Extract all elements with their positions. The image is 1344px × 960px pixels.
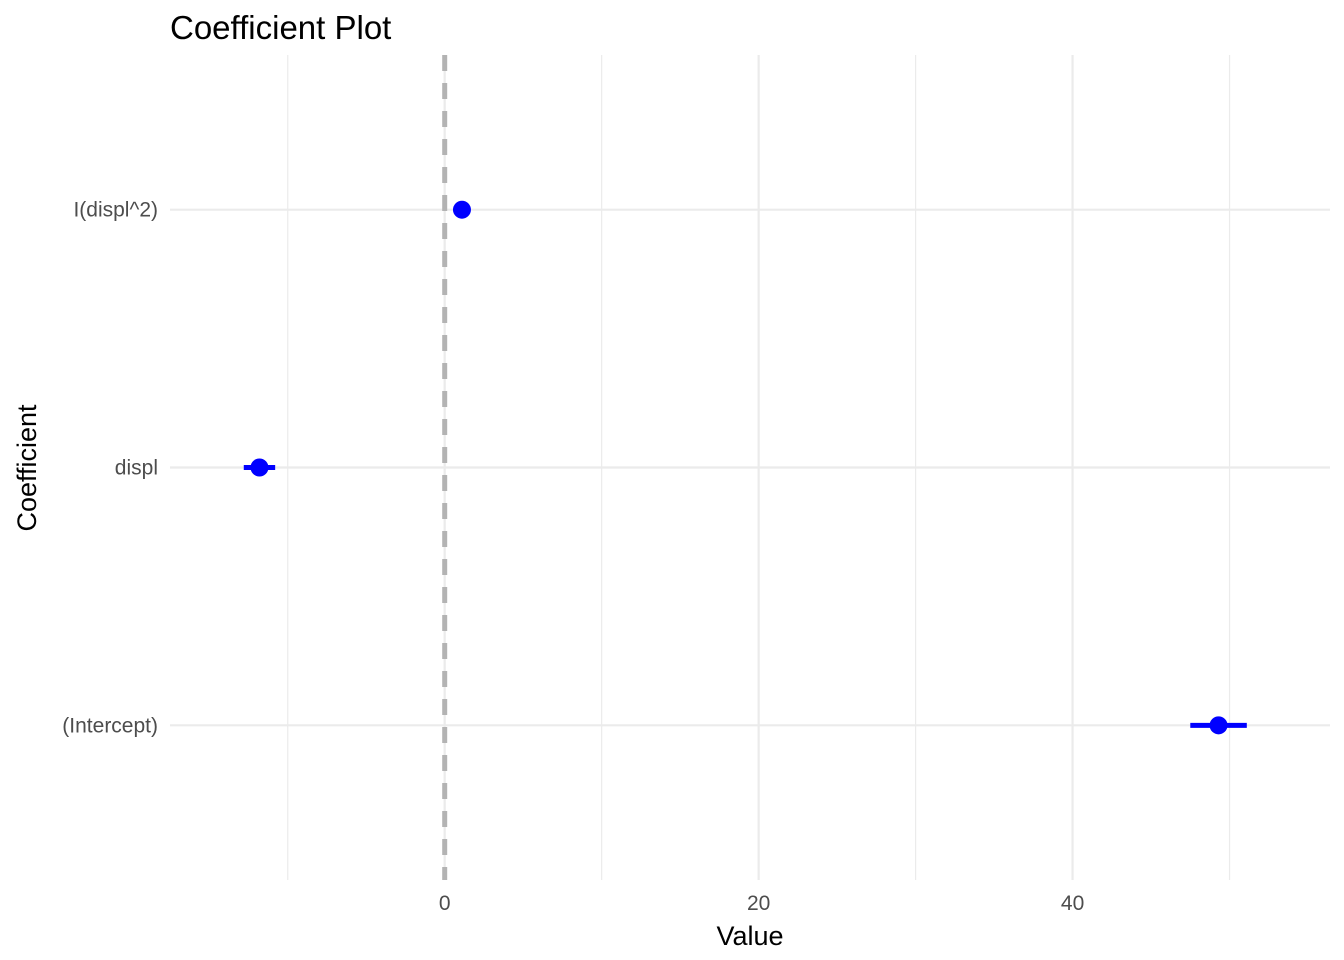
- data-point: [250, 458, 269, 477]
- x-tick-label: 20: [747, 892, 770, 915]
- data-point: [1209, 716, 1228, 735]
- x-tick-label: 0: [439, 892, 451, 915]
- data-point: [452, 200, 471, 219]
- data-marks: [243, 200, 1247, 735]
- chart-title: Coefficient Plot: [170, 9, 391, 46]
- tick-labels: 0 20 40 (Intercept) displ I(displ^2): [62, 199, 1084, 915]
- y-tick-label: I(displ^2): [73, 199, 158, 222]
- y-tick-label: displ: [115, 457, 158, 480]
- x-axis-title: Value: [716, 921, 783, 951]
- grid-lines: [170, 55, 1330, 880]
- x-tick-label: 40: [1061, 892, 1084, 915]
- y-axis-title: Coefficient: [12, 404, 42, 532]
- y-tick-label: (Intercept): [62, 714, 158, 737]
